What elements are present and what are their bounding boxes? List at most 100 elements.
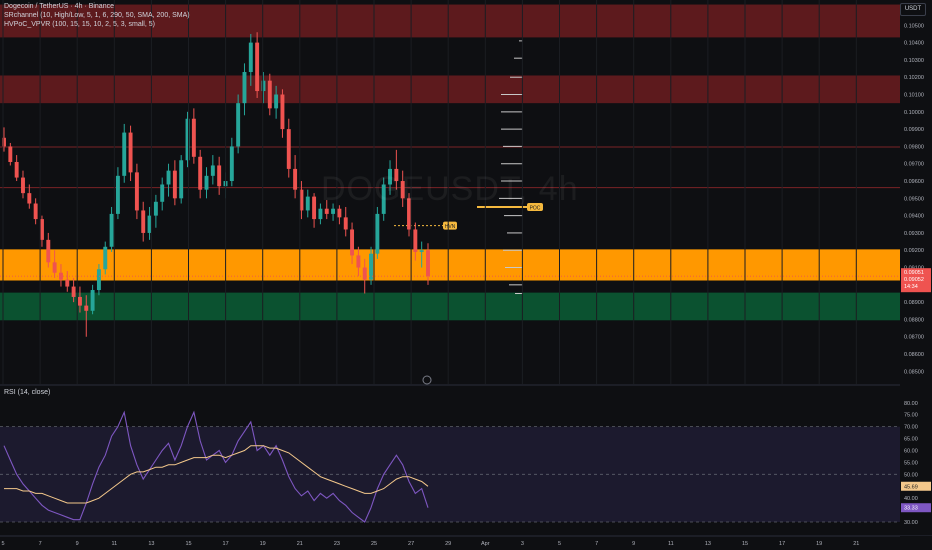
candle-body[interactable] <box>115 175 120 214</box>
hvn-label: HVN <box>445 224 456 230</box>
candle-body[interactable] <box>33 203 38 220</box>
candle-body[interactable] <box>419 250 424 252</box>
candle-body[interactable] <box>65 279 70 287</box>
candle-body[interactable] <box>312 196 317 220</box>
candle-body[interactable] <box>21 177 25 194</box>
candle-body[interactable] <box>267 80 272 109</box>
axis-corner <box>900 536 932 550</box>
candle-body[interactable] <box>356 255 361 268</box>
hvn-tag[interactable] <box>443 221 457 230</box>
candle-body[interactable] <box>299 189 304 211</box>
candle-body[interactable] <box>8 146 13 162</box>
candle-body[interactable] <box>217 165 222 187</box>
indicator-srchannel-label[interactable]: SRchannel (10, High/Low, 5, 1, 6, 290, 5… <box>4 12 190 19</box>
candle-body[interactable] <box>185 118 190 161</box>
candle-body[interactable] <box>204 175 209 190</box>
rsi-ma-line[interactable] <box>4 445 429 504</box>
candle-body[interactable] <box>166 170 171 185</box>
time-tick-label: 23 <box>334 541 340 547</box>
candle-body[interactable] <box>236 103 241 147</box>
candle-body[interactable] <box>147 215 152 233</box>
symbol-watermark: DOGEUSDT, 4h <box>321 170 579 208</box>
candle-body[interactable] <box>331 208 336 214</box>
price-tick-label: 0.09800 <box>904 144 924 150</box>
candle-body[interactable] <box>343 217 348 230</box>
time-tick-label: 27 <box>408 541 414 547</box>
currency-badge[interactable]: USDT <box>900 3 926 16</box>
candle-body[interactable] <box>77 296 82 306</box>
candle-body[interactable] <box>318 208 323 220</box>
current-price-tag[interactable] <box>901 268 931 293</box>
candle-body[interactable] <box>280 94 285 130</box>
candle-body[interactable] <box>109 213 114 247</box>
price-tick-label: 0.08700 <box>904 335 924 341</box>
candle-body[interactable] <box>362 267 367 280</box>
candle-body[interactable] <box>52 262 57 273</box>
poc-tag[interactable] <box>527 202 543 211</box>
candle-body[interactable] <box>2 137 6 147</box>
candle-body[interactable] <box>179 160 184 199</box>
indicator-hvpoc-label[interactable]: HVPoC_VPVR (100, 15, 15, 10, 2, 5, 3, sm… <box>4 21 155 28</box>
candle-body[interactable] <box>46 239 51 263</box>
candle-body[interactable] <box>14 161 19 178</box>
candle-body[interactable] <box>426 250 430 277</box>
price-tick-label: 0.09600 <box>904 179 924 185</box>
candle-body[interactable] <box>375 213 380 254</box>
candle-body[interactable] <box>40 219 44 240</box>
alert-icon[interactable] <box>422 375 432 385</box>
rsi-tick-label: 30.00 <box>904 520 918 526</box>
zone-support-green <box>0 292 900 321</box>
candle-body[interactable] <box>293 168 298 190</box>
candle-body[interactable] <box>394 168 399 182</box>
candle-body[interactable] <box>210 165 215 176</box>
candle-body[interactable] <box>141 210 146 233</box>
rsi-tick-label: 80.00 <box>904 401 918 407</box>
candle-body[interactable] <box>229 146 234 182</box>
zone-resistance <box>0 4 900 38</box>
price-tick-label: 0.09400 <box>904 214 924 220</box>
candle-body[interactable] <box>90 290 95 311</box>
candle-body[interactable] <box>122 132 127 176</box>
price-tick-label: 0.08600 <box>904 352 924 358</box>
rsi-tick-label: 50.00 <box>904 472 918 478</box>
candle-body[interactable] <box>305 196 310 211</box>
candle-body[interactable] <box>274 94 279 109</box>
rsi-tick-label: 55.00 <box>904 460 918 466</box>
candle-body[interactable] <box>261 80 266 92</box>
candle-body[interactable] <box>242 72 247 104</box>
rsi-title[interactable]: RSI (14, close) <box>4 389 51 396</box>
candle-body[interactable] <box>84 305 89 311</box>
candle-body[interactable] <box>286 129 291 169</box>
time-tick-label: 13 <box>705 541 711 547</box>
candle-body[interactable] <box>198 156 203 190</box>
candle-body[interactable] <box>400 181 405 199</box>
candle-body[interactable] <box>27 193 32 204</box>
candle-body[interactable] <box>103 246 108 270</box>
candle-body[interactable] <box>160 184 165 202</box>
candle-body[interactable] <box>324 208 329 214</box>
candle-body[interactable] <box>413 229 418 252</box>
candle-body[interactable] <box>153 201 158 216</box>
current-price-value: 0.09051 <box>904 270 924 276</box>
price-tick-label: 0.09900 <box>904 127 924 133</box>
candle-body[interactable] <box>128 132 133 173</box>
candle-body[interactable] <box>71 286 76 297</box>
candle-body[interactable] <box>96 269 101 291</box>
candle-body[interactable] <box>255 42 260 92</box>
candle-body[interactable] <box>191 118 196 157</box>
candle-body[interactable] <box>369 253 374 280</box>
candle-body[interactable] <box>350 229 355 256</box>
candle-body[interactable] <box>337 208 342 218</box>
candle-body[interactable] <box>407 198 411 230</box>
candle-body[interactable] <box>172 170 177 199</box>
candle-body[interactable] <box>248 42 253 73</box>
candle-body[interactable] <box>381 184 386 214</box>
rsi-tag[interactable] <box>901 503 931 513</box>
candle-body[interactable] <box>134 172 139 211</box>
time-tick-label: 15 <box>185 541 191 547</box>
rsi-line[interactable] <box>3 410 429 523</box>
candle-body[interactable] <box>388 168 392 185</box>
rsi-ma-tag[interactable] <box>901 481 931 491</box>
